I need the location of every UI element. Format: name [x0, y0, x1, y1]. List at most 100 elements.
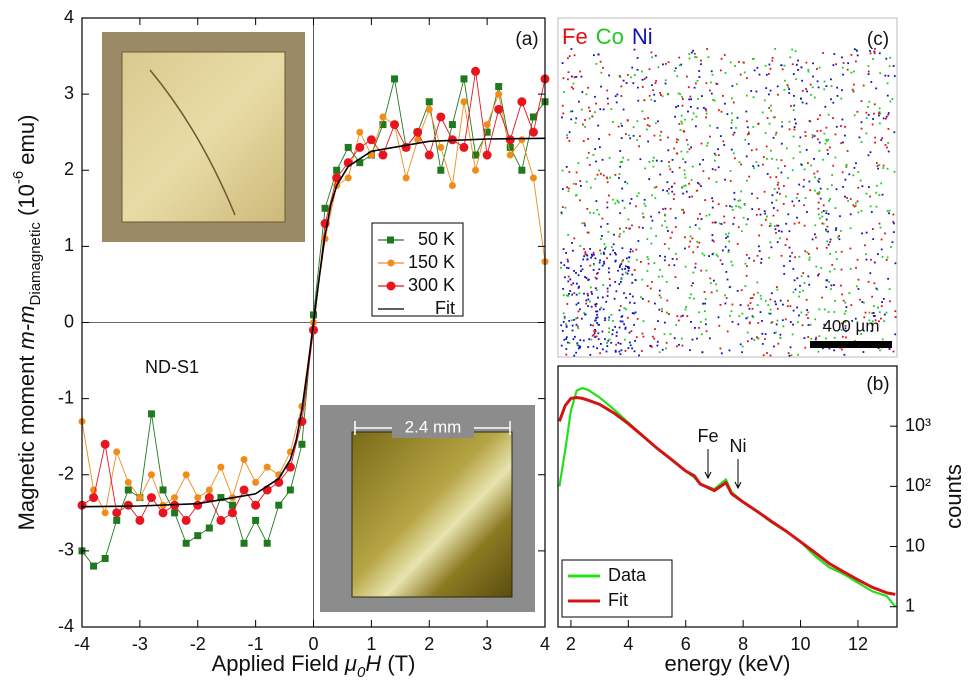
map-pixel: [677, 287, 679, 289]
map-pixel: [813, 158, 815, 160]
marker: [402, 174, 410, 182]
y-axis-title: Magnetic moment m-mDiamagnetic (10-6 emu…: [10, 115, 44, 531]
map-pixel: [691, 118, 694, 121]
map-pixel: [791, 48, 793, 51]
map-pixel: [678, 123, 681, 125]
map-pixel: [594, 319, 597, 322]
map-pixel: [592, 324, 594, 327]
map-pixel: [777, 167, 780, 170]
map-pixel: [565, 338, 568, 340]
map-pixel: [788, 354, 791, 357]
map-pixel: [674, 217, 677, 220]
map-pixel: [817, 86, 820, 89]
map-pixel: [794, 256, 796, 259]
map-pixel: [658, 211, 661, 214]
map-pixel: [588, 164, 591, 166]
map-pixel: [801, 79, 803, 82]
map-pixel: [618, 326, 621, 329]
map-pixel: [876, 288, 879, 291]
map-pixel: [595, 335, 598, 338]
map-pixel: [575, 293, 578, 296]
map-pixel: [881, 193, 884, 196]
map-pixel: [592, 269, 595, 271]
map-pixel: [865, 258, 868, 261]
map-pixel: [833, 336, 836, 339]
map-pixel: [660, 296, 662, 299]
map-pixel: [700, 142, 703, 145]
map-pixel: [666, 181, 669, 184]
map-pixel: [600, 306, 602, 309]
map-pixel: [612, 121, 614, 123]
map-pixel: [796, 277, 799, 280]
map-pixel: [621, 247, 624, 250]
map-pixel: [570, 48, 573, 50]
map-pixel: [678, 166, 681, 169]
map-pixel: [597, 332, 600, 335]
map-pixel: [703, 254, 706, 257]
map-pixel: [628, 227, 630, 230]
map-pixel: [589, 211, 591, 214]
map-pixel: [580, 75, 583, 78]
map-pixel: [843, 312, 846, 315]
map-pixel: [668, 247, 670, 250]
map-pixel: [772, 214, 775, 217]
map-pixel: [735, 205, 737, 208]
map-pixel: [887, 74, 890, 77]
map-pixel: [893, 222, 895, 225]
map-pixel: [677, 139, 680, 141]
map-pixel: [599, 249, 601, 252]
map-pixel: [724, 294, 726, 297]
map-pixel: [797, 353, 799, 356]
map-pixel: [733, 198, 736, 201]
map-pixel: [698, 76, 701, 78]
map-pixel: [874, 319, 877, 322]
map-pixel: [763, 99, 766, 102]
map-pixel: [823, 308, 826, 311]
map-pixel: [696, 240, 699, 243]
map-pixel: [863, 301, 865, 304]
map-pixel: [732, 133, 735, 136]
map-pixel: [692, 271, 695, 274]
map-pixel: [699, 163, 701, 166]
map-pixel: [595, 303, 598, 305]
map-pixel: [836, 86, 838, 89]
map-pixel: [814, 233, 816, 236]
map-pixel: [768, 93, 770, 96]
map-pixel: [621, 320, 624, 323]
map-pixel: [882, 164, 885, 167]
map-pixel: [664, 82, 667, 85]
map-pixel: [785, 222, 788, 225]
map-pixel: [868, 319, 871, 322]
map-pixel: [668, 187, 670, 190]
map-pixel: [872, 118, 874, 120]
map-pixel: [745, 254, 748, 256]
map-pixel: [776, 288, 779, 291]
legend-label: Data: [608, 565, 647, 585]
map-pixel: [689, 95, 692, 98]
map-pixel: [814, 176, 816, 179]
map-pixel: [599, 60, 602, 63]
map-pixel: [737, 205, 740, 208]
map-pixel: [606, 89, 609, 92]
y-axis-title: counts: [941, 464, 966, 529]
marker: [379, 121, 387, 129]
map-pixel: [608, 327, 611, 330]
marker: [379, 113, 387, 121]
marker: [436, 112, 446, 122]
map-pixel: [684, 265, 687, 268]
map-pixel: [631, 312, 634, 314]
map-pixel: [611, 333, 614, 336]
map-pixel: [729, 205, 731, 208]
map-pixel: [688, 57, 691, 60]
map-pixel: [600, 225, 602, 228]
map-pixel: [684, 308, 687, 311]
map-pixel: [730, 121, 733, 124]
map-pixel: [639, 158, 642, 161]
map-pixel: [586, 292, 589, 295]
map-pixel: [711, 168, 714, 170]
map-pixel: [578, 292, 581, 295]
map-pixel: [694, 224, 697, 226]
map-pixel: [746, 126, 749, 129]
map-pixel: [577, 274, 580, 277]
map-pixel: [629, 293, 631, 295]
